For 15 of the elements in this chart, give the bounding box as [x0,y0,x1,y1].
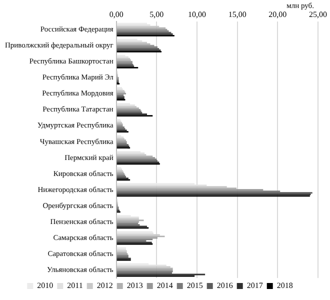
legend-label: 2011 [67,281,83,290]
x-tick-label: 0,00 [109,10,124,19]
x-tick-label: 10,00 [188,10,206,19]
legend-label: 2018 [276,281,293,290]
x-tick-label: 15,00 [228,10,246,19]
legend-label: 2014 [156,281,173,290]
legend-label: 2013 [126,281,143,290]
legend-label: 2010 [37,281,54,290]
legend-label: 2012 [96,281,113,290]
legend-label: 2016 [216,281,233,290]
x-tick-label: 5,00 [150,10,164,19]
legend-label: 2017 [246,281,263,290]
x-tick-label: 25,00 [309,10,327,19]
legend-label: 2015 [186,281,203,290]
x-tick-label: 20,00 [268,10,287,19]
